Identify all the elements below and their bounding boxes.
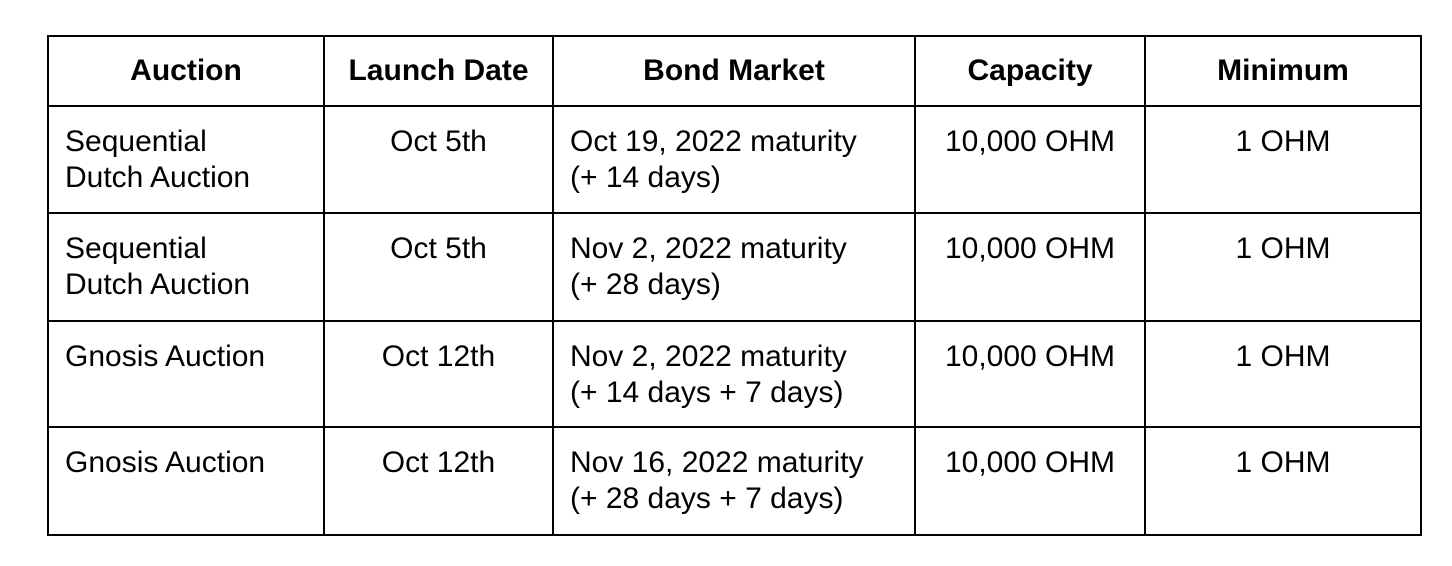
table-header-row: Auction Launch Date Bond Market Capacity… [47,35,1422,107]
cell-auction-line: Gnosis Auction [65,340,266,373]
cell-capacity: 10,000 OHM [914,212,1146,322]
cell-auction-line: Sequential [65,125,207,158]
cell-bond-market-line: (+ 28 days + 7 days) [570,482,844,515]
cell-bond-market-line: (+ 28 days) [570,268,721,301]
cell-auction-line: Dutch Auction [65,268,251,301]
cell-minimum: 1 OHM [1144,212,1422,322]
cell-auction-line: Dutch Auction [65,161,251,194]
cell-bond-market: Oct 19, 2022 maturity (+ 14 days) [552,105,916,214]
header-bond-market: Bond Market [552,35,916,107]
table-row: Gnosis Auction Oct 12th Nov 2, 2022 matu… [47,320,1422,428]
header-minimum: Minimum [1144,35,1422,107]
cell-capacity: 10,000 OHM [914,426,1146,536]
header-launch-date: Launch Date [323,35,554,107]
cell-launch-date: Oct 12th [323,320,554,428]
cell-launch-date: Oct 12th [323,426,554,536]
cell-minimum: 1 OHM [1144,320,1422,428]
cell-bond-market-line: Nov 2, 2022 maturity [570,232,847,265]
table-row: Gnosis Auction Oct 12th Nov 16, 2022 mat… [47,426,1422,536]
cell-bond-market-line: (+ 14 days + 7 days) [570,376,844,409]
table-row: Sequential Dutch Auction Oct 5th Nov 2, … [47,212,1422,322]
cell-minimum: 1 OHM [1144,426,1422,536]
cell-minimum: 1 OHM [1144,105,1422,214]
cell-auction: Gnosis Auction [47,320,325,428]
auction-schedule-table: Auction Launch Date Bond Market Capacity… [47,35,1422,536]
cell-capacity: 10,000 OHM [914,105,1146,214]
cell-auction: Gnosis Auction [47,426,325,536]
cell-capacity: 10,000 OHM [914,320,1146,428]
cell-launch-date: Oct 5th [323,105,554,214]
cell-auction-line: Sequential [65,232,207,265]
cell-auction: Sequential Dutch Auction [47,105,325,214]
cell-auction: Sequential Dutch Auction [47,212,325,322]
cell-bond-market-line: Nov 2, 2022 maturity [570,340,847,373]
header-auction: Auction [47,35,325,107]
cell-bond-market-line: (+ 14 days) [570,161,721,194]
header-capacity: Capacity [914,35,1146,107]
cell-bond-market: Nov 16, 2022 maturity (+ 28 days + 7 day… [552,426,916,536]
cell-bond-market: Nov 2, 2022 maturity (+ 28 days) [552,212,916,322]
cell-launch-date: Oct 5th [323,212,554,322]
cell-bond-market: Nov 2, 2022 maturity (+ 14 days + 7 days… [552,320,916,428]
cell-auction-line: Gnosis Auction [65,446,266,479]
cell-bond-market-line: Oct 19, 2022 maturity [570,125,857,158]
table-row: Sequential Dutch Auction Oct 5th Oct 19,… [47,105,1422,214]
cell-bond-market-line: Nov 16, 2022 maturity [570,446,864,479]
